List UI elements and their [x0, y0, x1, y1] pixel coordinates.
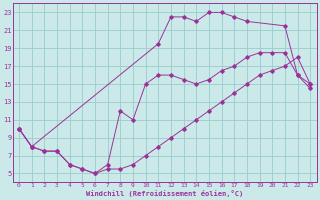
X-axis label: Windchill (Refroidissement éolien,°C): Windchill (Refroidissement éolien,°C) [86, 190, 243, 197]
